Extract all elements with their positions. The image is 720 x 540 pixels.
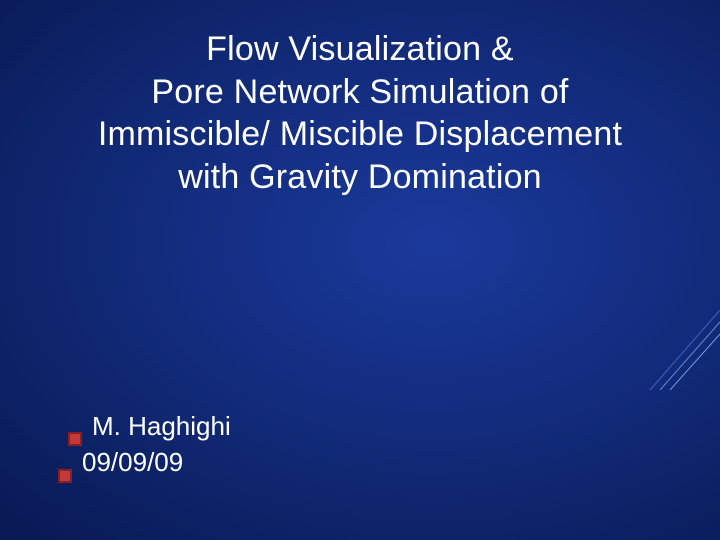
author-block: M. Haghighi 09/09/09 [58,408,231,481]
corner-accent-lines [630,300,720,390]
author-name: M. Haghighi [92,408,231,444]
title-line-4: with Gravity Domination [0,156,720,199]
date-row: 09/09/09 [58,444,231,480]
slide: Flow Visualization & Pore Network Simula… [0,0,720,540]
title-line-2: Pore Network Simulation of [0,71,720,114]
title-line-3: Immiscible/ Miscible Displacement [0,113,720,156]
bullet-icon [68,419,82,433]
title-block: Flow Visualization & Pore Network Simula… [0,28,720,198]
author-row: M. Haghighi [68,408,231,444]
author-date: 09/09/09 [82,444,183,480]
bullet-icon [58,456,72,470]
title-line-1: Flow Visualization & [0,28,720,71]
